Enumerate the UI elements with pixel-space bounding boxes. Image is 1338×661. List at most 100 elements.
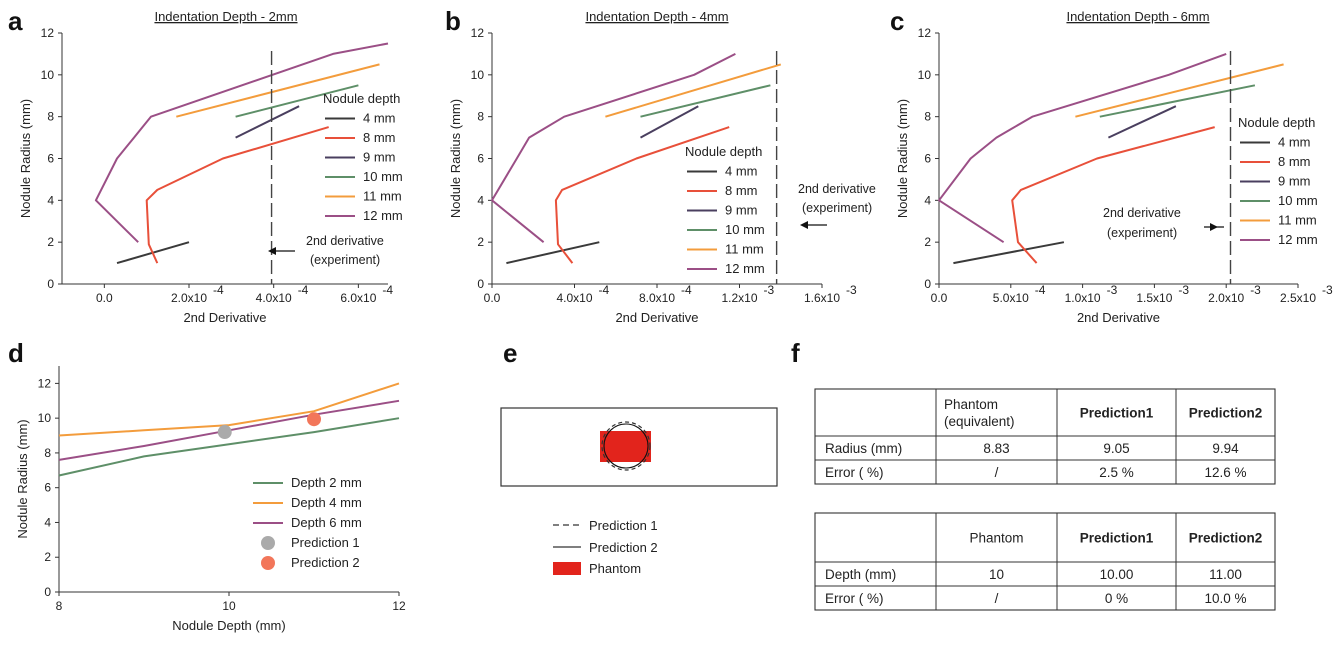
table-cell: 9.05 bbox=[1103, 441, 1129, 456]
legend-label: 11 mm bbox=[725, 242, 764, 257]
phantom-shape bbox=[600, 431, 651, 462]
x-tick-label: 6.0x10 bbox=[340, 291, 376, 305]
legend-label: Depth 2 mm bbox=[291, 475, 362, 490]
y-tick-label: 2 bbox=[924, 235, 931, 249]
y-tick-label: 12 bbox=[471, 26, 485, 40]
legend-label: 4 mm bbox=[1278, 135, 1311, 150]
series-line-4-mm bbox=[506, 241, 600, 265]
series-line-11-mm bbox=[605, 63, 782, 118]
x-tick-label: 2.5x10 bbox=[1280, 291, 1316, 305]
series-line-depth-2-mm bbox=[58, 417, 400, 477]
x-tick-exponent: -3 bbox=[764, 283, 775, 297]
y-tick-label: 0 bbox=[47, 277, 54, 291]
x-axis-label-d: Nodule Depth (mm) bbox=[172, 618, 285, 633]
table-header: Prediction1 bbox=[1080, 406, 1154, 421]
table-header: Prediction2 bbox=[1189, 406, 1263, 421]
legend-label: 8 mm bbox=[725, 183, 758, 198]
chart-title-a: Indentation Depth - 2mm bbox=[154, 9, 297, 24]
legend-label: 10 mm bbox=[1278, 193, 1318, 208]
y-tick-label: 0 bbox=[44, 585, 51, 599]
legend-label: 4 mm bbox=[363, 111, 396, 126]
y-tick-label: 6 bbox=[477, 152, 484, 166]
series-line-11-mm bbox=[1075, 63, 1284, 118]
legend-marker bbox=[261, 536, 275, 550]
x-tick-label: 2.0x10 bbox=[171, 291, 207, 305]
y-tick-label: 4 bbox=[477, 193, 484, 207]
series-line-12-mm bbox=[491, 53, 736, 243]
panel-label-a: a bbox=[8, 6, 23, 36]
series-line-9-mm bbox=[235, 105, 300, 139]
legend-label: 11 mm bbox=[1278, 213, 1317, 228]
annotation-text: (experiment) bbox=[310, 253, 380, 267]
x-tick-exponent: -3 bbox=[1178, 283, 1189, 297]
annotation-arrowhead bbox=[1210, 223, 1218, 231]
series-line-8-mm bbox=[1011, 126, 1215, 264]
legend-label: Prediction 2 bbox=[589, 540, 658, 555]
table-header: Prediction1 bbox=[1080, 531, 1154, 546]
y-tick-label: 8 bbox=[924, 110, 931, 124]
table-row-label: Error ( %) bbox=[825, 465, 884, 480]
legend-label: 10 mm bbox=[725, 222, 765, 237]
y-tick-label: 2 bbox=[44, 550, 51, 564]
y-tick-label: 0 bbox=[477, 277, 484, 291]
x-tick-label: 4.0x10 bbox=[556, 291, 592, 305]
legend-label: 10 mm bbox=[363, 169, 403, 184]
table-cell: 12.6 % bbox=[1204, 465, 1246, 480]
legend-label: 9 mm bbox=[1278, 174, 1311, 189]
y-tick-label: 8 bbox=[477, 110, 484, 124]
legend-label: 8 mm bbox=[363, 130, 396, 145]
legend-label: Prediction 1 bbox=[589, 518, 658, 533]
phantom-box bbox=[500, 407, 778, 487]
table-cell: / bbox=[995, 591, 999, 606]
legend-label: Prediction 1 bbox=[291, 535, 360, 550]
table-row-label: Error ( %) bbox=[825, 591, 884, 606]
y-tick-label: 4 bbox=[47, 193, 54, 207]
y-tick-label: 10 bbox=[41, 68, 55, 82]
table-header: (equivalent) bbox=[944, 414, 1015, 429]
y-axis-label-b: Nodule Radius (mm) bbox=[448, 99, 463, 218]
legend-label: 4 mm bbox=[725, 164, 758, 179]
annotation-text: 2nd derivative bbox=[306, 234, 384, 248]
panel-label-c: c bbox=[890, 6, 904, 36]
panel-label-b: b bbox=[445, 6, 461, 36]
table-cell: 10.00 bbox=[1100, 567, 1134, 582]
x-tick-label: 2.0x10 bbox=[1208, 291, 1244, 305]
legend-label: 11 mm bbox=[363, 189, 402, 204]
x-tick-exponent: -4 bbox=[1035, 283, 1046, 297]
marker-prediction-2 bbox=[307, 412, 321, 427]
legend-label: 12 mm bbox=[725, 261, 765, 276]
legend-title-a: Nodule depth bbox=[323, 91, 400, 106]
legend-label: 12 mm bbox=[1278, 232, 1318, 247]
panel-label-e: e bbox=[503, 338, 517, 368]
y-tick-label: 2 bbox=[47, 235, 54, 249]
prediction2-outline bbox=[603, 423, 649, 469]
y-tick-label: 12 bbox=[41, 26, 55, 40]
x-tick-exponent: -3 bbox=[1250, 283, 1261, 297]
y-tick-label: 6 bbox=[47, 152, 54, 166]
x-axis-label-a: 2nd Derivative bbox=[183, 310, 266, 325]
x-tick-label: 0.0 bbox=[484, 291, 501, 305]
y-tick-label: 8 bbox=[47, 110, 54, 124]
table-header: Phantom bbox=[944, 397, 998, 412]
legend-label: Depth 6 mm bbox=[291, 515, 362, 530]
x-tick-label: 8 bbox=[56, 599, 63, 613]
annotation-text: (experiment) bbox=[802, 201, 872, 215]
y-tick-label: 4 bbox=[924, 193, 931, 207]
legend-swatch bbox=[553, 562, 581, 575]
legend-label: 8 mm bbox=[1278, 154, 1311, 169]
x-axis-label-b: 2nd Derivative bbox=[615, 310, 698, 325]
y-axis-label-d: Nodule Radius (mm) bbox=[15, 419, 30, 538]
table-row-label: Depth (mm) bbox=[825, 567, 896, 582]
legend-marker bbox=[261, 556, 275, 570]
x-tick-label: 1.2x10 bbox=[721, 291, 757, 305]
legend-label: Depth 4 mm bbox=[291, 495, 362, 510]
x-tick-exponent: -4 bbox=[213, 283, 224, 297]
series-line-10-mm bbox=[640, 84, 771, 118]
table-cell: 8.83 bbox=[983, 441, 1009, 456]
y-tick-label: 10 bbox=[38, 411, 52, 425]
table-cell: 9.94 bbox=[1212, 441, 1239, 456]
table-cell: 10.0 % bbox=[1204, 591, 1246, 606]
table-header: Prediction2 bbox=[1189, 531, 1263, 546]
legend-title-b: Nodule depth bbox=[685, 144, 762, 159]
x-tick-exponent: -3 bbox=[1107, 283, 1118, 297]
